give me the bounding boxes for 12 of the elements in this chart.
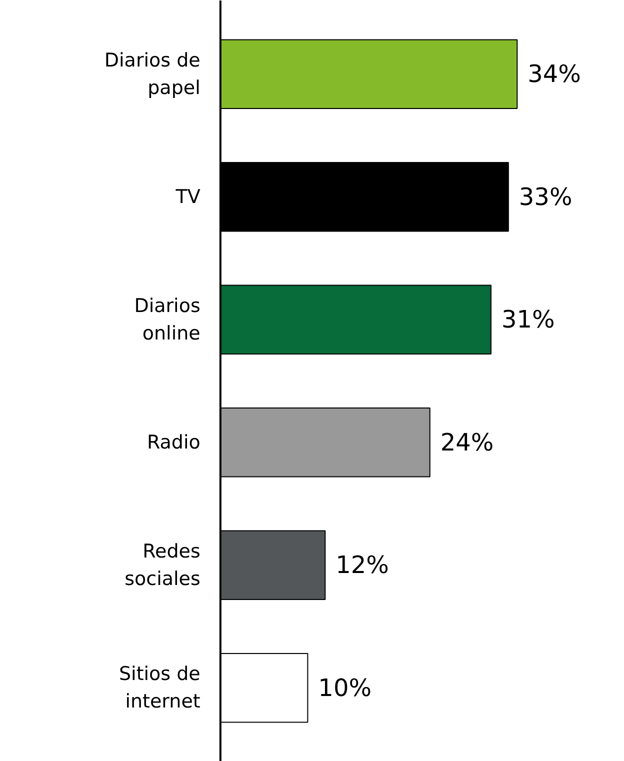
data-label: 12% <box>336 551 389 580</box>
y-tick-label: Radio <box>146 431 200 454</box>
y-tick-label: Redes sociales <box>124 540 200 590</box>
data-label: 10% <box>318 674 372 702</box>
y-tick-label: TV <box>174 186 200 208</box>
y-tick-label: Diarios online <box>134 294 200 344</box>
y-tick-label: Diarios de papel <box>104 49 200 99</box>
y-tick-label: Sitios de internet <box>118 663 200 713</box>
data-label: 31% <box>501 306 555 334</box>
data-label: 34% <box>528 60 581 88</box>
data-label: 33% <box>518 182 572 211</box>
data-label: 24% <box>440 428 494 456</box>
